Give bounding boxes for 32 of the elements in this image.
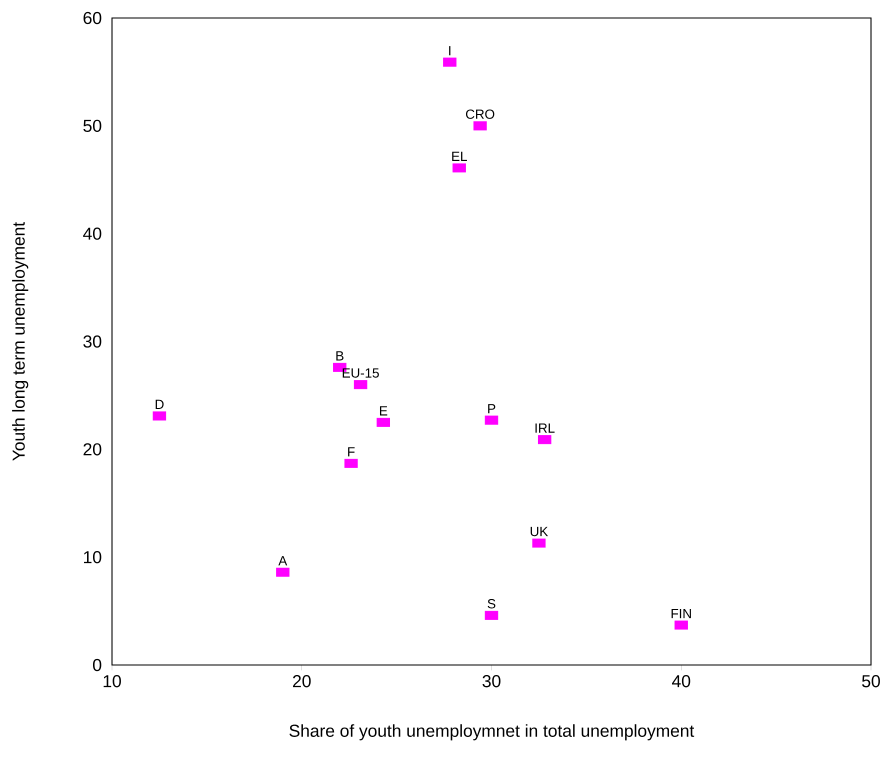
point: [452, 163, 466, 172]
annotation: F: [348, 447, 355, 456]
annotation: I: [449, 46, 450, 56]
y-tick-label: 60: [84, 12, 102, 24]
annotation: A: [278, 556, 288, 566]
annotation: UK: [530, 526, 548, 536]
x-tick-label: 50: [862, 675, 880, 688]
x-tick-label: 30: [482, 675, 500, 688]
annotation: E: [380, 406, 388, 416]
annotation: S: [488, 599, 496, 608]
annotation: FIN: [672, 608, 691, 618]
annotation: CRO: [466, 109, 494, 119]
annotation: EL: [452, 152, 467, 161]
annotation: IRL: [535, 424, 555, 433]
y-tick-label: 10: [84, 551, 102, 564]
y-tick-label: 40: [83, 228, 102, 240]
point: [674, 620, 688, 630]
annotation: P: [488, 404, 496, 414]
x-tick-label: 20: [292, 675, 311, 688]
point: [276, 568, 290, 577]
y-tick-label: 0: [92, 658, 102, 672]
annotation: EU-15: [342, 368, 379, 378]
y-tick-label: 50: [83, 120, 102, 132]
point: [443, 58, 456, 67]
x-axis-title: Share of youth unemploymnet in total unemployment: [289, 724, 694, 740]
y-axis-title: Youth long term unemployment: [12, 222, 28, 461]
annotation: B: [336, 351, 344, 360]
x-tick-label: 40: [672, 675, 690, 688]
y-tick-label: 30: [83, 335, 102, 348]
y-tick-label: 20: [84, 443, 102, 456]
x-tick-label: 10: [104, 675, 121, 688]
annotation: D: [156, 400, 164, 409]
